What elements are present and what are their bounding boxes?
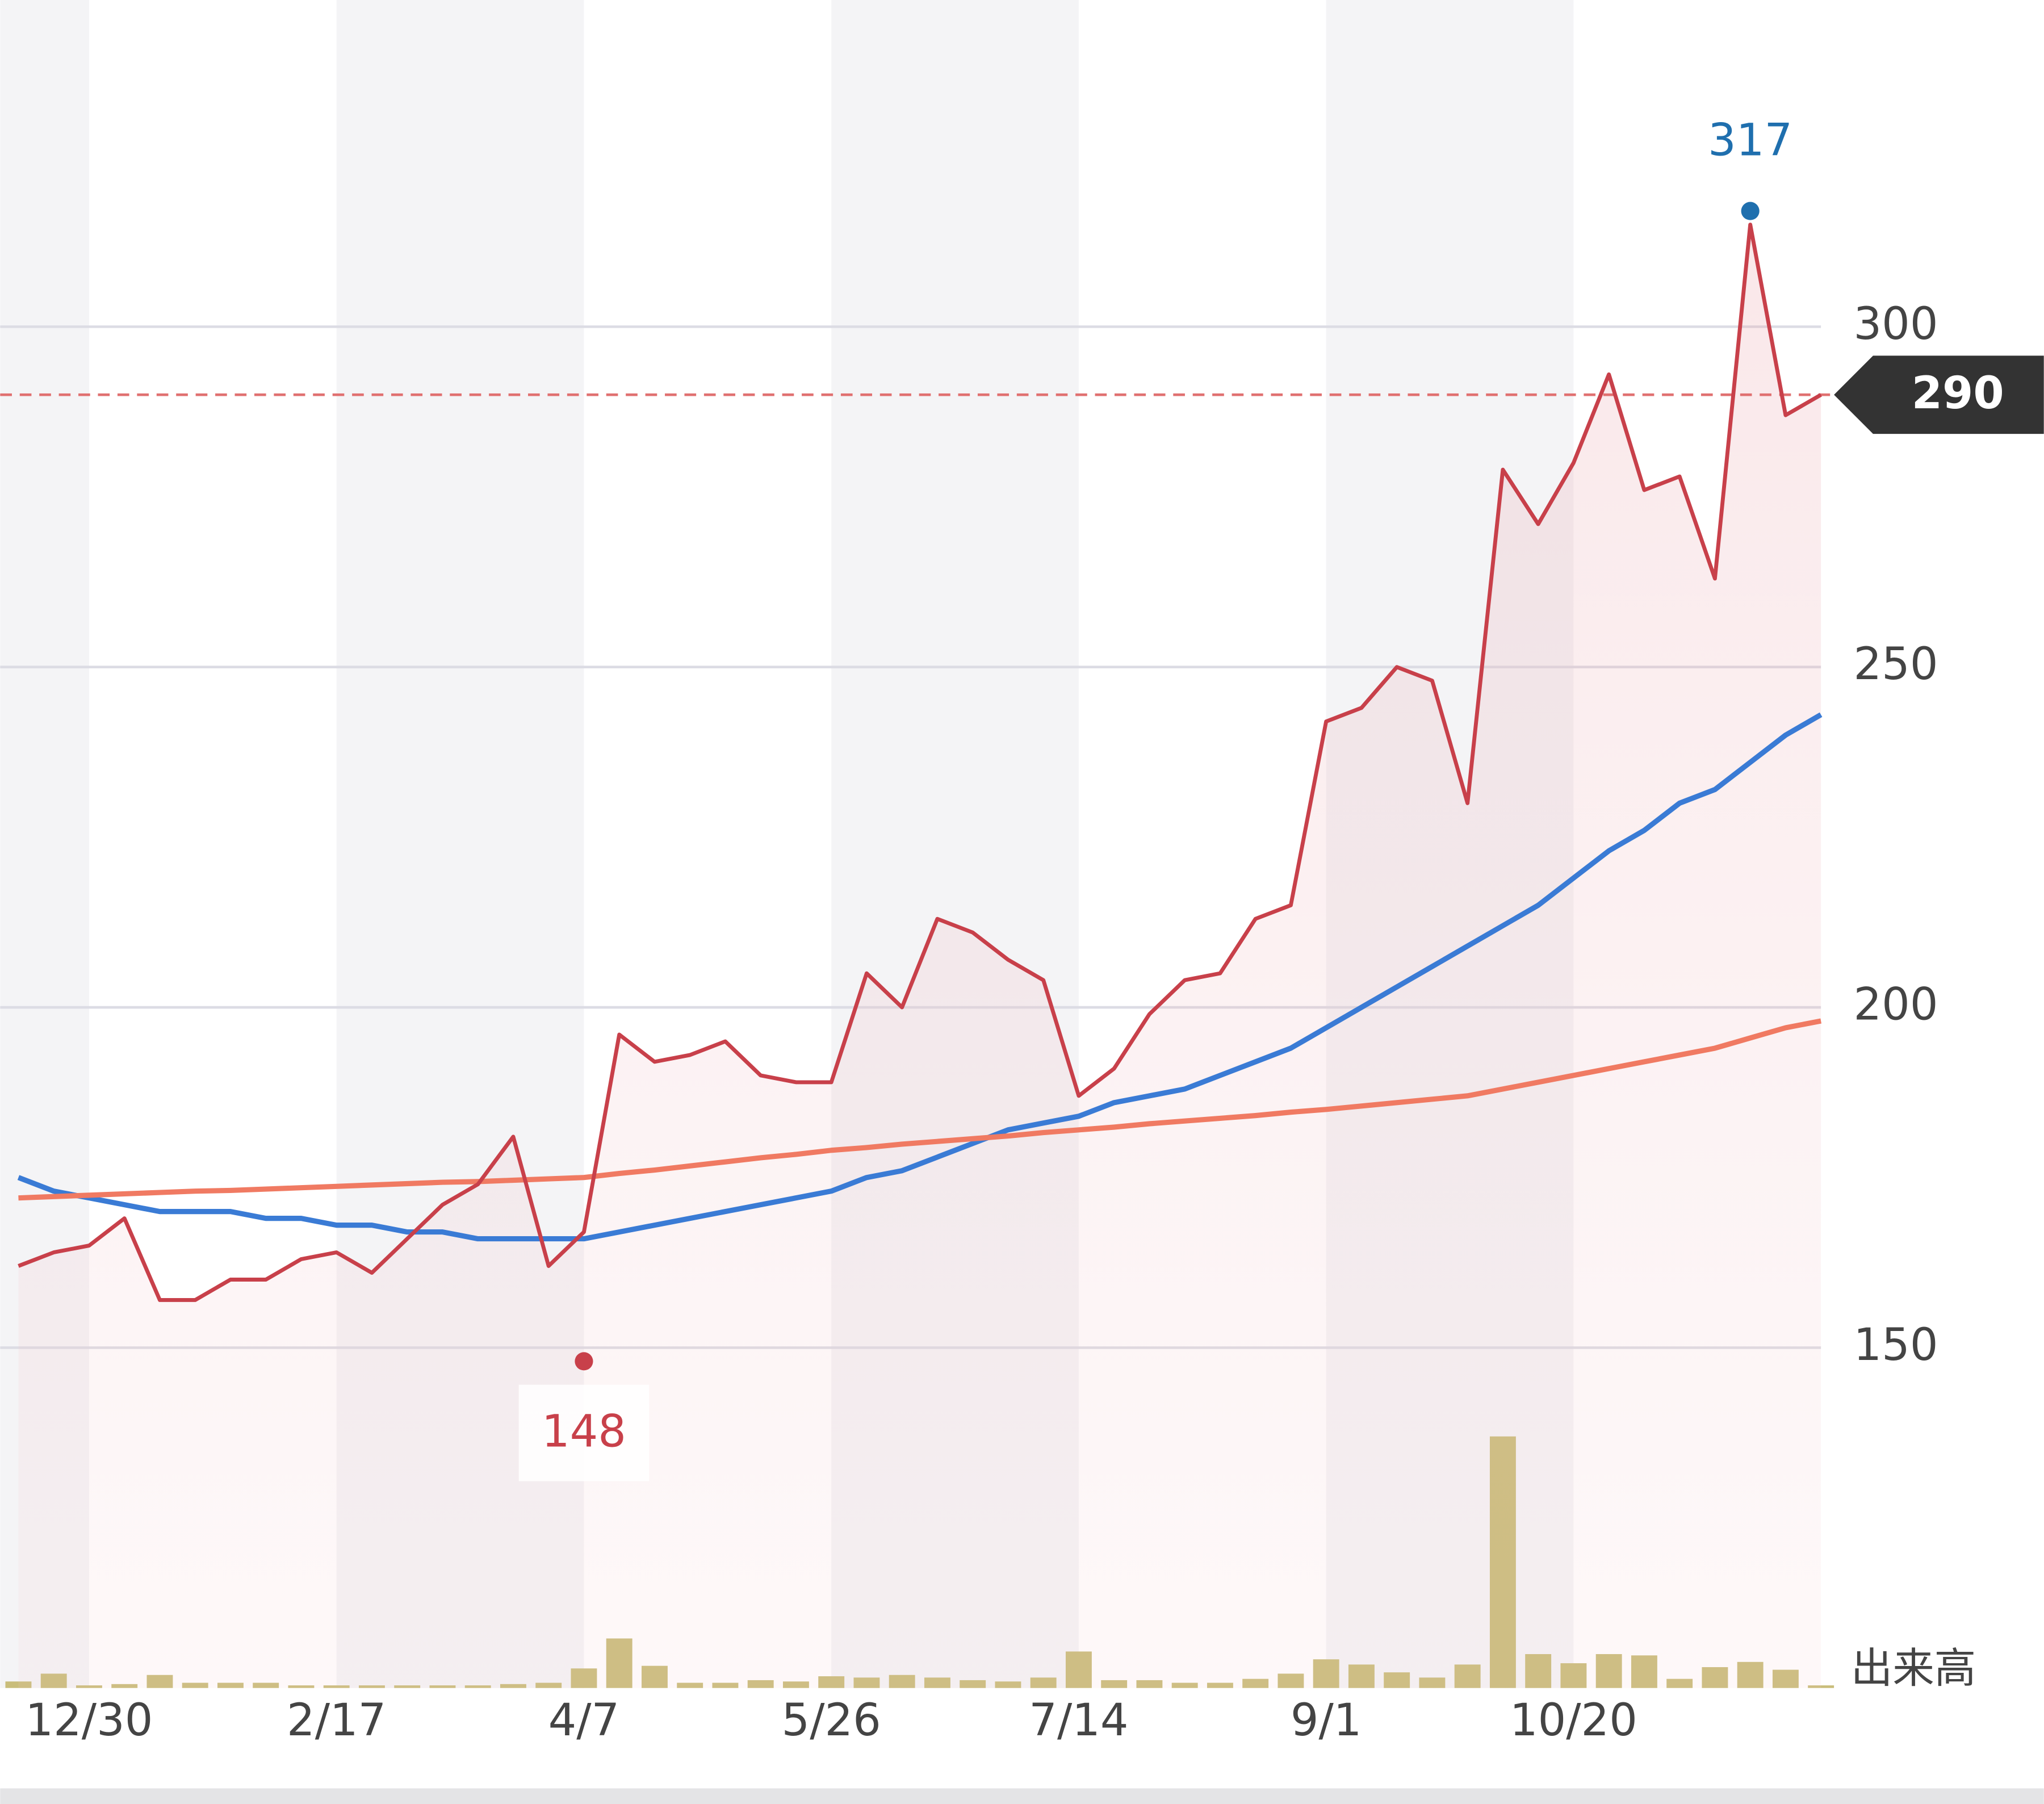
y-tick-label: 300 — [1854, 299, 1938, 350]
last-price-tag — [1834, 355, 2044, 434]
price-area — [18, 224, 1821, 1688]
y-tick-label: 350 — [1854, 0, 1938, 10]
x-tick-label: 7/14 — [1029, 1695, 1128, 1746]
low-label-box — [518, 1384, 650, 1481]
moving-average-line — [18, 1018, 1822, 1201]
volume-label: 出来高 — [1851, 1644, 1976, 1693]
bottom-bar — [0, 1788, 2044, 1804]
high-label: 317 — [1708, 115, 1792, 166]
high-marker — [1741, 202, 1760, 220]
last-price-label: 290 — [1912, 368, 2004, 419]
y-tick-label: 200 — [1854, 980, 1938, 1031]
price-line — [18, 223, 1822, 1302]
low-marker — [575, 1352, 593, 1371]
x-tick-label: 9/1 — [1291, 1695, 1362, 1746]
x-tick-label: 4/7 — [548, 1695, 620, 1746]
x-tick-label: 5/26 — [782, 1695, 881, 1746]
low-label: 148 — [542, 1406, 626, 1457]
y-tick-label: 150 — [1854, 1320, 1938, 1371]
x-tick-label: 10/20 — [1510, 1695, 1637, 1746]
x-tick-label: 12/30 — [26, 1695, 153, 1746]
y-tick-label: 250 — [1854, 639, 1938, 690]
x-tick-label: 2/17 — [287, 1695, 386, 1746]
moving-average-line — [17, 712, 1823, 1242]
